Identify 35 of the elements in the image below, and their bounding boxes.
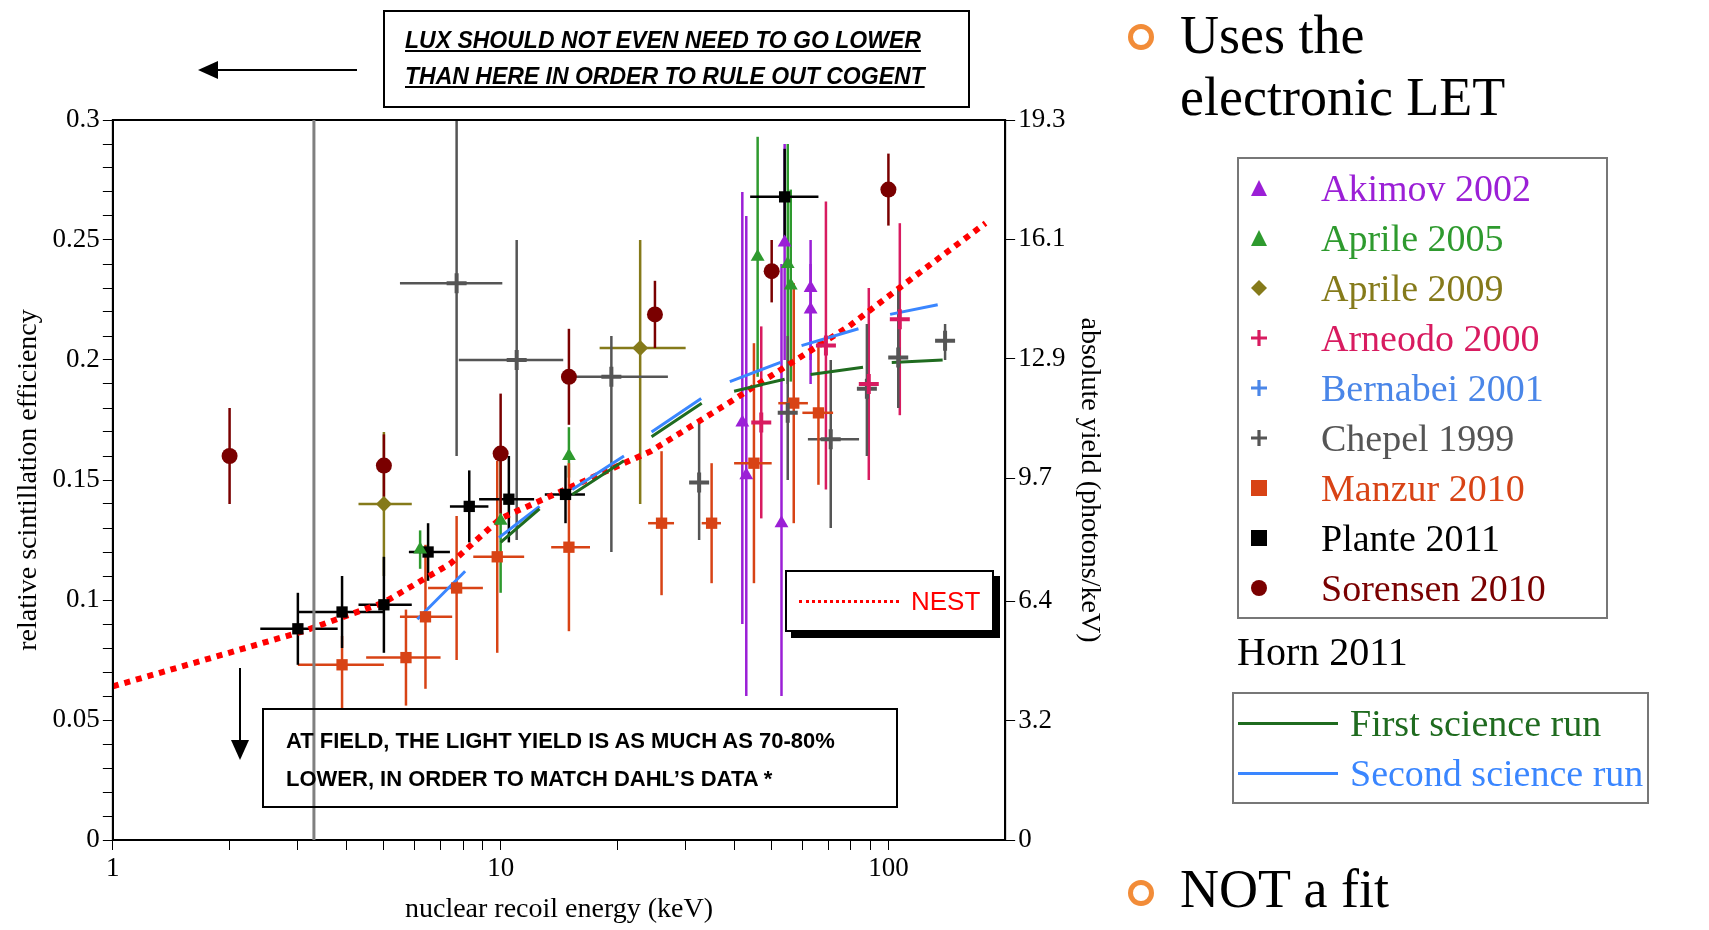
y-tick-label: 0.25 [52, 223, 100, 254]
y-tick-label: 0.05 [52, 703, 100, 734]
legend-label: Manzur 2010 [1321, 466, 1525, 510]
y-axis-title: relative scintillation efficiency [11, 309, 43, 651]
legend-label: NEST [911, 585, 981, 617]
x-tick-label: 100 [868, 852, 909, 883]
y2-tick-label: 3.2 [1018, 703, 1052, 734]
y2-tick-label: 16.1 [1018, 222, 1066, 253]
y-tick-label: 0.1 [66, 583, 100, 614]
legend-label: Akimov 2002 [1321, 166, 1532, 210]
y2-tick-label: 19.3 [1018, 103, 1066, 134]
y-tick-label: 0.2 [66, 343, 100, 374]
y2-tick-label: 0 [1018, 823, 1032, 854]
legend-label: First science run [1350, 701, 1602, 745]
x-tick-label: 10 [487, 852, 515, 883]
legend-title: Horn 2011 [1237, 628, 1408, 675]
y-tick-label: 0.15 [52, 463, 100, 494]
legend-label: Aprile 2009 [1321, 266, 1504, 310]
legend-label: Bernabei 2001 [1321, 366, 1544, 410]
text: NOT a fit [1180, 858, 1390, 920]
x-tick-label: 1 [106, 852, 120, 883]
legend-label: Plante 2011 [1321, 516, 1501, 560]
y-tick-label: 0 [86, 823, 100, 854]
x-axis-title: nuclear recoil energy (keV) [404, 891, 714, 923]
legend-label: Chepel 1999 [1321, 416, 1515, 460]
y2-tick-label: 6.4 [1018, 584, 1053, 615]
legend-label: Sorensen 2010 [1321, 566, 1546, 610]
legend-label: Arneodo 2000 [1321, 316, 1540, 360]
y2-tick-label: 9.7 [1018, 461, 1052, 492]
y2-tick-label: 12.9 [1018, 341, 1066, 372]
legend-label: Aprile 2005 [1321, 216, 1504, 260]
y2-axis-title: absolute yield (photons/keV) [1075, 317, 1107, 643]
text: Uses the electronic LET [1180, 4, 1507, 128]
y-tick-label: 0.3 [66, 103, 100, 134]
legend-label: Second science run [1350, 751, 1644, 795]
